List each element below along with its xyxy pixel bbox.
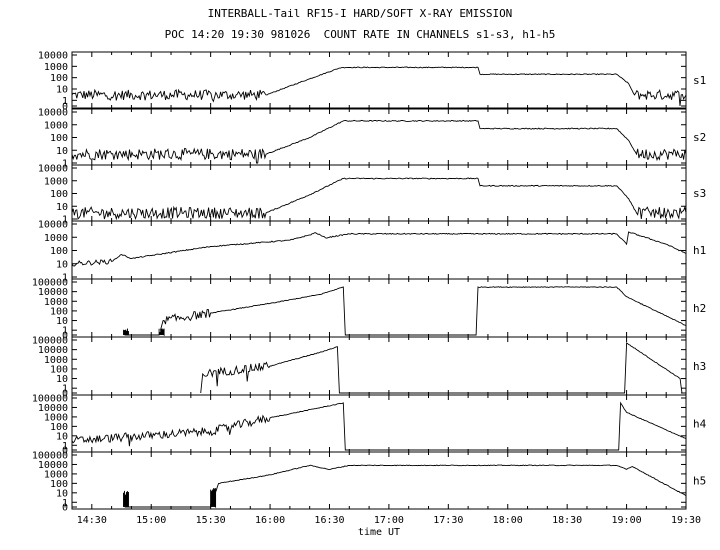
y-tick-label: 10 — [56, 374, 68, 385]
y-tick-label: 1 — [62, 384, 68, 395]
y-tick-label: 10 — [56, 431, 68, 442]
channel-label: h1 — [693, 244, 706, 257]
x-tick-label: 16:00 — [255, 515, 285, 526]
channel-label: h5 — [693, 475, 706, 488]
y-tick-label: 1000 — [44, 120, 68, 131]
y-tick-label: 1 — [62, 441, 68, 452]
series-line-h3 — [200, 342, 683, 394]
y-tick-label: 10000 — [38, 403, 68, 414]
y-tick-label: 1000 — [44, 469, 68, 480]
y-tick-label: 10000 — [38, 345, 68, 356]
y-tick-label: 10 — [56, 85, 68, 96]
chart-subtitle: POC 14:20 19:30 981026 COUNT RATE IN CHA… — [164, 28, 556, 41]
y-tick-label: 10000 — [38, 108, 68, 119]
x-tick-label: 19:00 — [612, 515, 642, 526]
y-tick-label: 100000 — [32, 394, 68, 405]
y-tick-label: 0 — [62, 503, 68, 514]
series-line-h5 — [123, 464, 687, 508]
panel-frame — [71, 451, 687, 510]
series-line-h2 — [123, 286, 687, 337]
x-tick-label: 17:00 — [374, 515, 404, 526]
y-tick-label: 10 — [56, 146, 68, 157]
y-tick-label: 1000 — [44, 62, 68, 73]
series-line-s2 — [71, 119, 687, 164]
y-tick-label: 10000 — [38, 220, 68, 231]
y-tick-label: 0 — [62, 389, 68, 400]
y-tick-label: 1 — [62, 326, 68, 337]
y-tick-label: 10 — [56, 259, 68, 270]
y-tick-label: 1 — [62, 273, 68, 284]
x-tick-label: 17:30 — [433, 515, 463, 526]
channel-label: s2 — [693, 131, 706, 144]
y-tick-label: 1000 — [44, 355, 68, 366]
y-tick-label: 10 — [56, 316, 68, 327]
y-tick-label: 1000 — [44, 297, 68, 308]
y-tick-label: 10000 — [38, 164, 68, 175]
y-tick-label: 100 — [50, 479, 68, 490]
series-line-s3 — [71, 177, 687, 221]
y-tick-label: 1 — [62, 215, 68, 226]
y-tick-label: 100 — [50, 189, 68, 200]
x-tick-label: 15:30 — [196, 515, 226, 526]
x-tick-label: 18:00 — [493, 515, 523, 526]
y-tick-label: 100 — [50, 306, 68, 317]
y-tick-label: 1 — [62, 498, 68, 509]
y-tick-label: 100000 — [32, 336, 68, 347]
panel-frame — [71, 164, 687, 222]
y-tick-label: 100 — [50, 422, 68, 433]
panel-h1: 10000 1000 100 10 1 h1 — [38, 220, 706, 284]
y-tick-label: 10 — [56, 488, 68, 499]
series-line-h1 — [71, 231, 687, 267]
chart-title: INTERBALL-Tail RF15-I HARD/SOFT X-RAY EM… — [207, 7, 513, 20]
y-tick-label: 0 — [62, 331, 68, 342]
channel-label: h4 — [693, 418, 707, 431]
y-tick-label: 1000 — [44, 412, 68, 423]
y-tick-label: 0 — [62, 446, 68, 457]
y-tick-label: 100 — [50, 133, 68, 144]
x-tick-label: 14:30 — [77, 515, 107, 526]
y-tick-label: 1 — [62, 159, 68, 170]
y-tick-label: 100 — [50, 246, 68, 257]
channel-label: h3 — [693, 360, 706, 373]
channel-label: s3 — [693, 187, 706, 200]
channel-label: h2 — [693, 302, 706, 315]
panel-frame — [71, 394, 687, 453]
x-tick-label: 15:00 — [136, 515, 166, 526]
y-tick-label: 100 — [50, 73, 68, 84]
y-tick-label: 1000 — [44, 176, 68, 187]
x-tick-label: 19:30 — [671, 515, 701, 526]
y-tick-label: 10000 — [38, 51, 68, 62]
y-tick-label: 10 — [56, 202, 68, 213]
x-axis-label: time UT — [358, 527, 400, 538]
y-tick-label: 10000 — [38, 287, 68, 298]
series-line-h4 — [71, 401, 687, 451]
y-tick-label: 100000 — [32, 451, 68, 462]
channel-label: s1 — [693, 74, 706, 87]
panel-frame — [71, 220, 687, 280]
y-tick-label: 1 — [62, 96, 68, 107]
y-tick-label: 100000 — [32, 278, 68, 289]
y-tick-label: 0 — [62, 102, 68, 113]
panel-frame — [71, 51, 687, 109]
panel-frame — [71, 336, 687, 396]
x-tick-label: 16:30 — [314, 515, 344, 526]
y-tick-label: 1000 — [44, 233, 68, 244]
y-tick-label: 100 — [50, 364, 68, 375]
panel-frame — [71, 278, 687, 338]
series-line-s1 — [71, 66, 687, 107]
x-tick-label: 18:30 — [552, 515, 582, 526]
y-tick-label: 10000 — [38, 460, 68, 471]
